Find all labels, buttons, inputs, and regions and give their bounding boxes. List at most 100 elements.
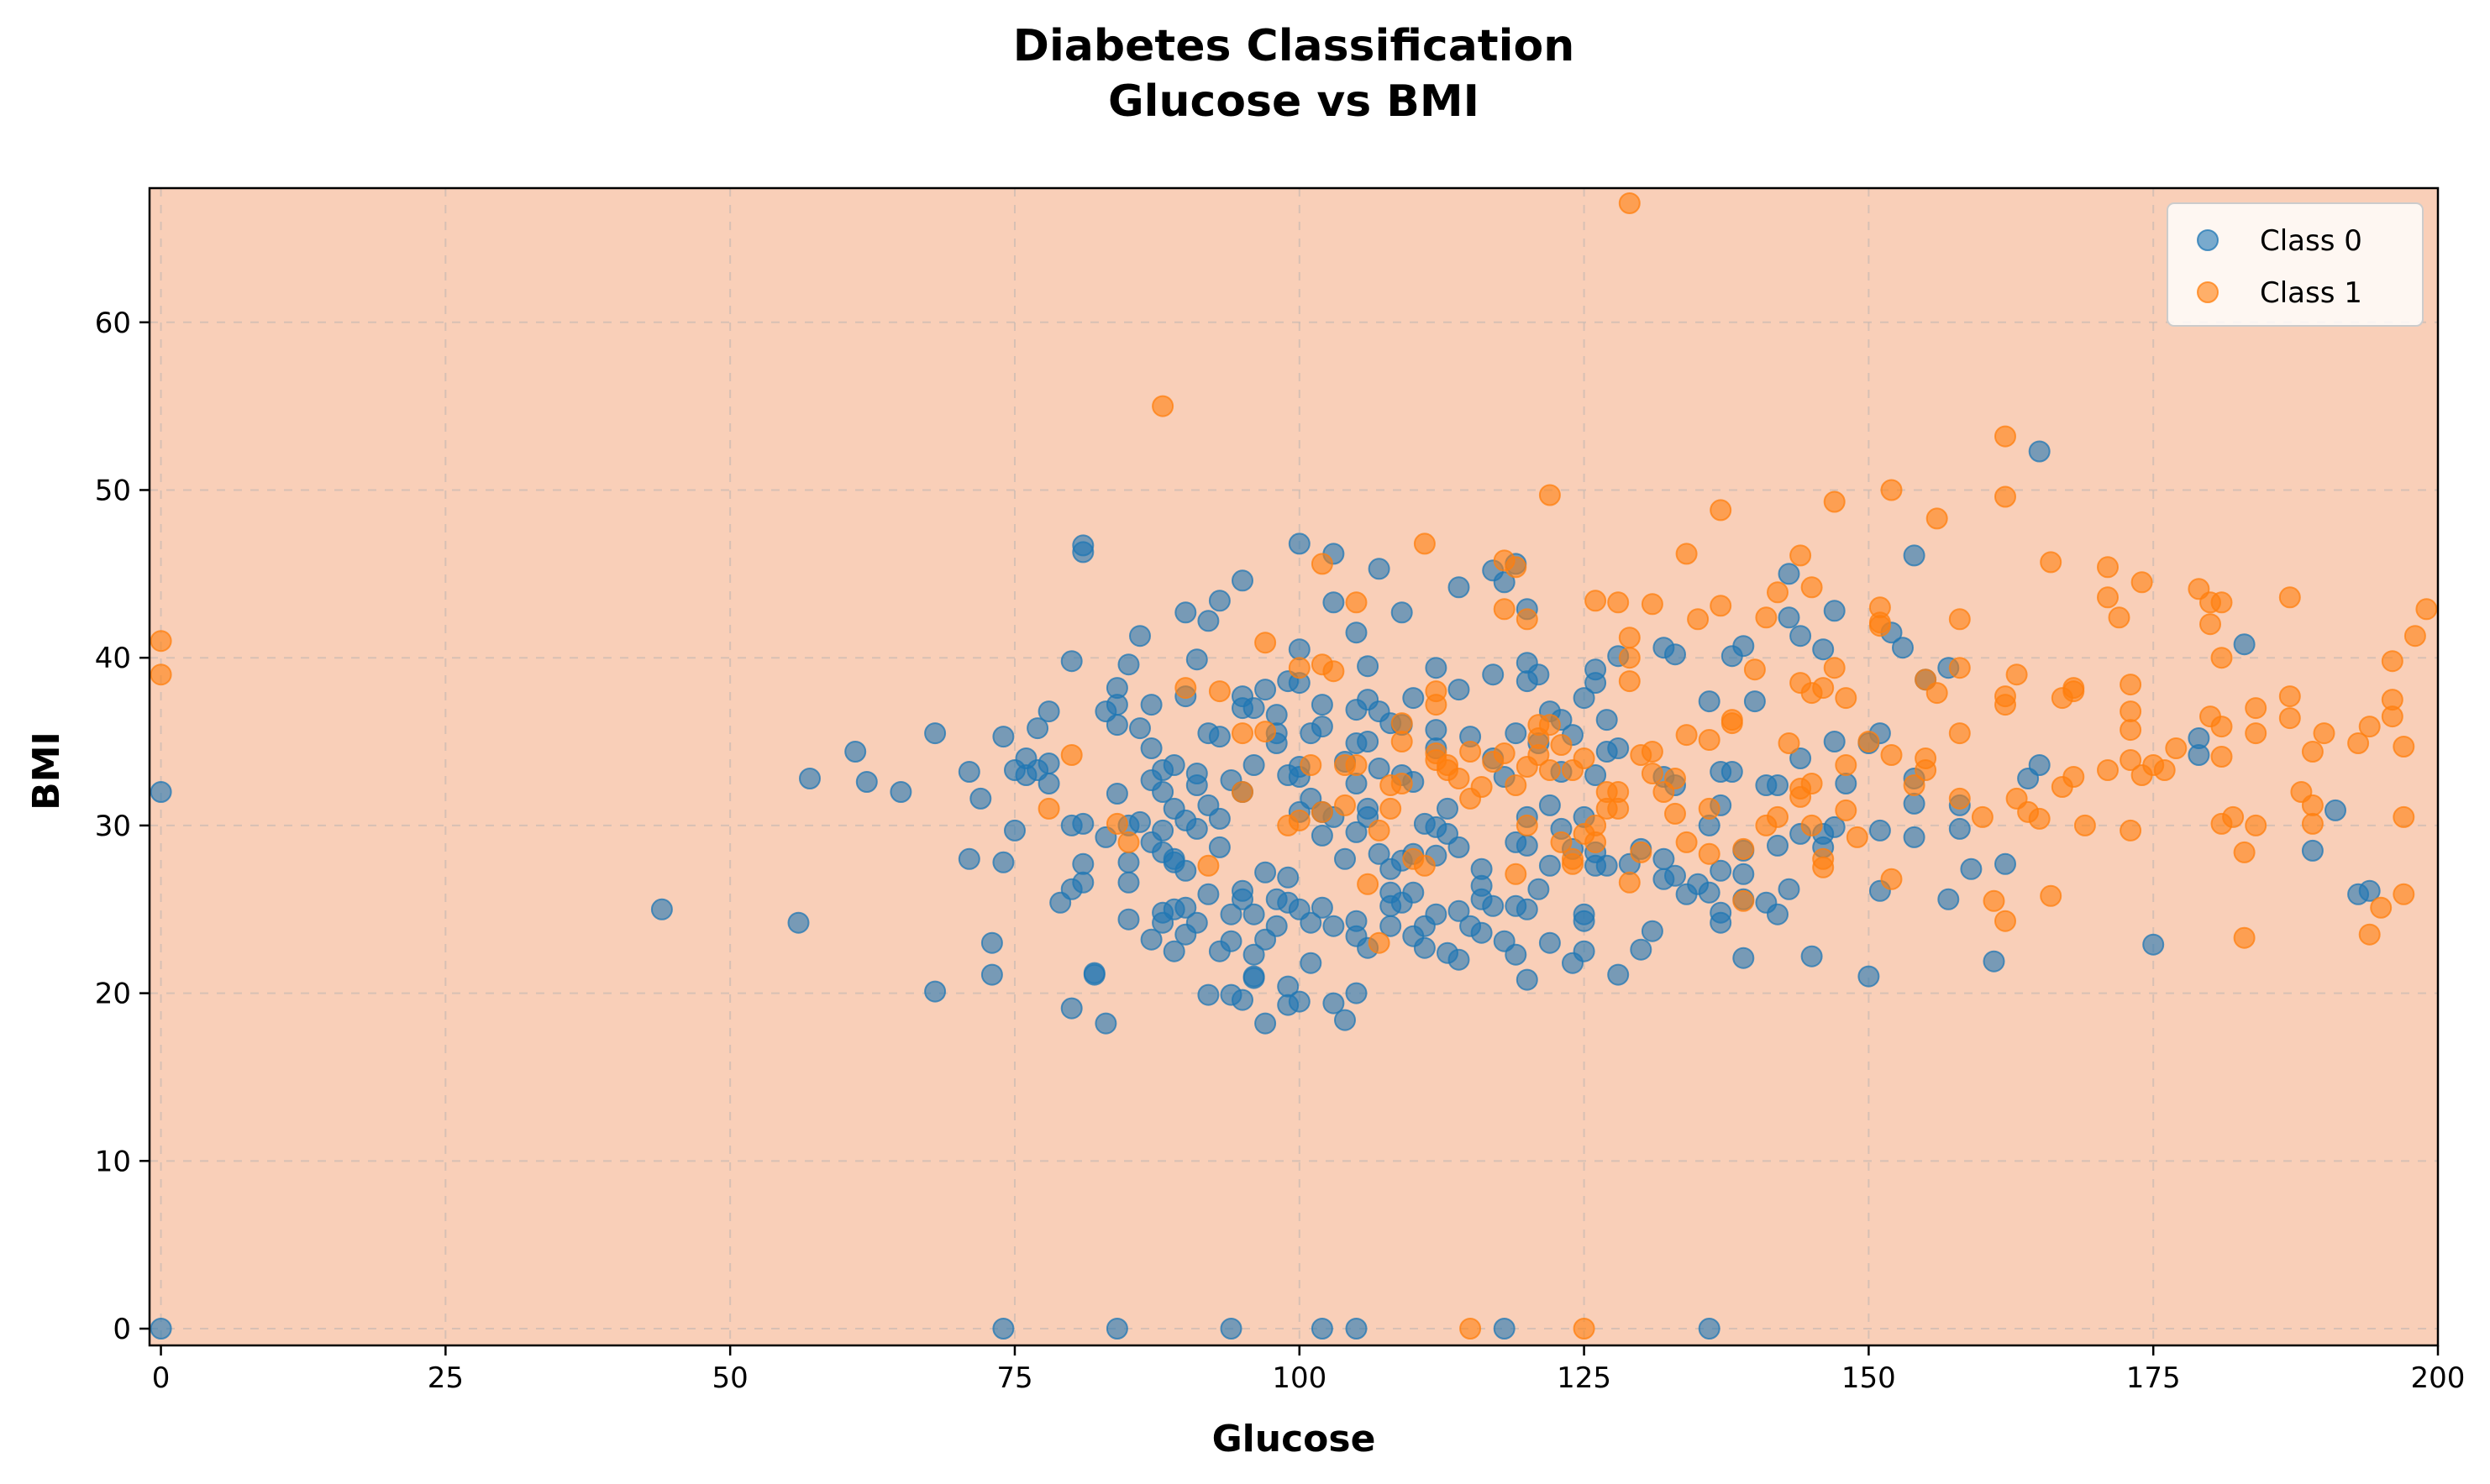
data-point xyxy=(1538,854,1561,877)
data-point xyxy=(2278,685,2301,708)
data-point xyxy=(1789,544,1812,567)
data-point xyxy=(992,1318,1015,1340)
data-point xyxy=(2415,598,2438,621)
data-point xyxy=(1767,903,1789,926)
data-point xyxy=(2393,883,2415,905)
data-point xyxy=(1288,638,1311,661)
data-point xyxy=(1710,595,1732,617)
x-tick-label: 150 xyxy=(1841,1361,1896,1395)
data-point xyxy=(1311,896,1333,919)
data-point xyxy=(2278,586,2301,609)
data-point xyxy=(1470,921,1493,944)
data-point xyxy=(1072,852,1095,875)
data-point xyxy=(1915,759,1937,781)
legend-marker xyxy=(2197,229,2219,251)
data-point xyxy=(2233,633,2256,656)
data-point xyxy=(1607,591,1630,614)
data-point xyxy=(1322,992,1345,1015)
data-point xyxy=(1516,834,1538,857)
data-point xyxy=(1232,888,1253,910)
data-point xyxy=(1493,1318,1516,1340)
data-point xyxy=(1732,889,1755,912)
data-point xyxy=(1527,663,1550,686)
data-point xyxy=(1300,754,1322,776)
data-point xyxy=(1835,799,1857,821)
y-tick-label: 20 xyxy=(95,978,131,1011)
data-point xyxy=(2210,647,2233,669)
data-point xyxy=(1447,836,1470,858)
data-point xyxy=(1618,192,1641,214)
data-point xyxy=(1459,1318,1482,1340)
data-point xyxy=(1675,831,1698,853)
legend-label: Class 0 xyxy=(2260,224,2362,258)
data-point xyxy=(2301,812,2324,835)
data-point xyxy=(1447,899,1470,922)
data-point xyxy=(1835,754,1857,776)
data-point xyxy=(1072,812,1095,835)
y-axis-label: BMI xyxy=(25,732,68,810)
data-point xyxy=(1117,908,1140,931)
data-point xyxy=(2301,839,2324,862)
data-point xyxy=(1106,812,1128,835)
data-point xyxy=(1390,773,1413,794)
data-point xyxy=(1345,591,1368,614)
data-point xyxy=(1880,744,1903,766)
data-point xyxy=(1242,903,1265,926)
chart-title: Diabetes Classification xyxy=(1013,21,1574,71)
data-point xyxy=(2028,754,2051,776)
x-tick-label: 75 xyxy=(996,1361,1032,1395)
data-point xyxy=(1220,930,1242,952)
data-point xyxy=(1516,968,1538,991)
data-point xyxy=(980,931,1003,954)
data-point xyxy=(1220,1318,1242,1340)
data-point xyxy=(1197,983,1220,1006)
data-point xyxy=(1390,712,1413,735)
data-point xyxy=(1767,805,1789,828)
data-point xyxy=(1607,737,1630,759)
data-point xyxy=(1447,768,1470,789)
data-point xyxy=(1607,797,1630,820)
data-point xyxy=(1903,774,1925,796)
data-point xyxy=(1880,479,1903,501)
data-point xyxy=(1288,532,1311,555)
data-point xyxy=(1106,714,1128,737)
data-point xyxy=(1516,608,1538,631)
data-point xyxy=(1311,716,1333,738)
data-point xyxy=(1129,625,1151,648)
data-point xyxy=(1630,938,1652,961)
data-point xyxy=(1095,1012,1117,1035)
chart-subtitle: Glucose vs BMI xyxy=(1108,76,1479,127)
data-point xyxy=(1140,928,1163,951)
data-point xyxy=(2097,556,2119,579)
data-point xyxy=(1903,792,1925,815)
data-point xyxy=(2005,663,2028,686)
data-point xyxy=(1288,809,1311,831)
data-point xyxy=(2130,571,2153,594)
data-point xyxy=(1994,425,2016,448)
data-point xyxy=(2199,613,2221,636)
data-point xyxy=(150,663,172,686)
series-1-points xyxy=(150,192,2438,1340)
data-point xyxy=(2142,933,2165,956)
data-point xyxy=(2120,819,2142,842)
data-point xyxy=(1390,731,1413,752)
data-point xyxy=(2120,700,2142,723)
data-point xyxy=(1800,773,1823,794)
data-point xyxy=(1994,694,2016,716)
data-point xyxy=(1743,690,1766,713)
data-point xyxy=(1038,700,1060,723)
data-point xyxy=(1152,819,1174,842)
data-point xyxy=(1618,670,1641,693)
data-point xyxy=(1698,842,1720,865)
data-point xyxy=(1823,731,1846,752)
data-point xyxy=(1618,627,1641,649)
data-point xyxy=(1106,1318,1128,1340)
data-point xyxy=(1197,610,1220,632)
data-point xyxy=(1698,797,1720,820)
data-point xyxy=(1357,731,1379,752)
data-point xyxy=(2278,707,2301,730)
data-point xyxy=(1174,859,1197,882)
y-tick-label: 0 xyxy=(113,1313,131,1346)
data-point xyxy=(1732,947,1755,969)
data-point xyxy=(1538,759,1561,781)
